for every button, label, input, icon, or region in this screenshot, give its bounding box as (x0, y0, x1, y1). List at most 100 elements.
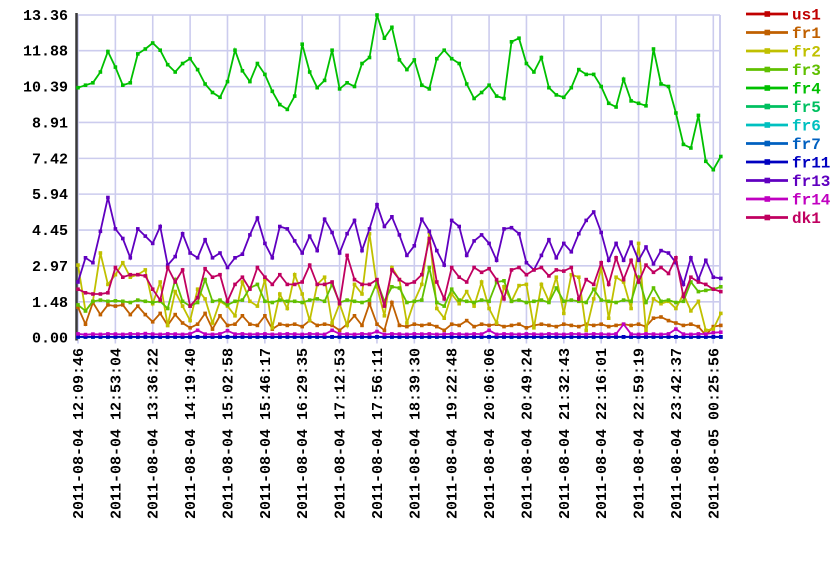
data-point-marker (711, 330, 716, 335)
legend-marker-swatch (764, 196, 771, 202)
data-point-marker (405, 67, 409, 72)
data-point-marker (158, 224, 162, 229)
data-point-marker (292, 332, 297, 336)
y-axis-tick-label: 8.91 (32, 115, 68, 132)
data-point-marker (629, 332, 633, 336)
data-point-marker (173, 335, 177, 339)
data-point-marker (487, 328, 491, 333)
x-axis-tick-label: 2011-08-04 18:39:30 (407, 348, 424, 519)
data-point-marker (629, 99, 633, 103)
data-point-marker (621, 277, 626, 282)
data-point-marker (614, 105, 618, 109)
data-point-marker (636, 275, 641, 279)
data-point-marker (390, 300, 394, 305)
data-point-marker (674, 111, 678, 115)
data-point-marker (435, 324, 439, 329)
data-point-marker (599, 260, 603, 265)
data-point-marker (584, 335, 588, 339)
data-point-marker (711, 167, 716, 172)
data-point-marker (158, 298, 162, 302)
series-lines (76, 13, 723, 339)
data-point-marker (390, 215, 394, 219)
data-point-marker (584, 300, 588, 305)
data-point-marker (547, 237, 551, 242)
data-point-marker (218, 332, 222, 336)
data-point-marker (270, 326, 275, 330)
data-point-marker (337, 87, 342, 91)
data-point-marker (464, 82, 469, 86)
data-point-marker (91, 332, 95, 336)
data-point-marker (352, 314, 357, 318)
data-point-marker (569, 250, 574, 254)
data-point-marker (248, 299, 252, 304)
data-point-marker (711, 335, 716, 339)
data-point-marker (412, 322, 417, 326)
data-point-marker (121, 335, 125, 339)
data-point-marker (457, 335, 461, 339)
data-point-marker (420, 332, 424, 336)
data-point-marker (442, 316, 446, 320)
data-point-marker (233, 335, 237, 339)
data-point-marker (315, 282, 319, 287)
data-point-marker (420, 272, 424, 277)
data-point-marker (606, 332, 611, 337)
data-point-marker (636, 241, 641, 246)
data-point-marker (143, 268, 148, 272)
data-point-marker (547, 85, 551, 90)
data-point-marker (651, 297, 656, 301)
data-point-marker (494, 277, 499, 282)
data-point-marker (524, 335, 529, 339)
data-point-marker (420, 217, 424, 221)
x-axis-tick-label: 2011-08-04 22:59:19 (632, 348, 649, 519)
data-point-marker (539, 282, 544, 287)
data-point-marker (300, 332, 304, 337)
data-point-marker (98, 229, 103, 234)
data-point-marker (696, 289, 701, 294)
data-point-marker (367, 332, 372, 336)
data-point-marker (136, 272, 140, 277)
data-point-marker (315, 297, 319, 301)
data-point-marker (143, 312, 148, 317)
x-axis-tick-label: 2011-08-04 15:46:17 (258, 348, 275, 519)
data-point-marker (464, 289, 469, 294)
data-point-marker (285, 299, 290, 304)
data-point-marker (479, 298, 484, 302)
data-point-marker (233, 332, 237, 336)
data-point-marker (472, 324, 476, 329)
data-point-marker (614, 332, 618, 336)
data-point-marker (509, 332, 514, 336)
data-point-marker (472, 335, 476, 339)
data-point-marker (136, 304, 140, 308)
data-point-marker (449, 218, 454, 223)
data-point-marker (696, 299, 701, 304)
data-point-marker (382, 335, 387, 339)
data-point-marker (449, 265, 454, 270)
data-point-marker (360, 282, 364, 287)
data-point-marker (704, 288, 708, 293)
data-point-marker (479, 280, 484, 284)
data-point-marker (704, 258, 708, 263)
data-point-marker (457, 224, 461, 229)
data-point-marker (614, 300, 618, 305)
data-point-marker (621, 322, 626, 326)
data-point-marker (218, 272, 222, 277)
data-point-marker (435, 280, 439, 284)
data-point-marker (405, 253, 409, 258)
data-point-marker (203, 266, 207, 271)
data-point-marker (113, 227, 118, 231)
data-point-marker (532, 332, 536, 336)
data-point-marker (666, 318, 671, 323)
data-point-marker (577, 231, 581, 236)
data-point-marker (659, 332, 663, 337)
data-point-marker (128, 81, 133, 85)
data-point-marker (719, 330, 723, 334)
data-point-marker (360, 323, 364, 328)
data-point-marker (375, 329, 379, 334)
data-point-marker (659, 301, 663, 306)
x-axis-tick-label: 2011-08-04 19:22:48 (445, 348, 462, 519)
data-point-marker (681, 335, 686, 339)
data-point-marker (606, 324, 611, 329)
data-point-marker (270, 256, 275, 260)
data-point-marker (517, 283, 521, 288)
data-point-marker (494, 258, 499, 263)
